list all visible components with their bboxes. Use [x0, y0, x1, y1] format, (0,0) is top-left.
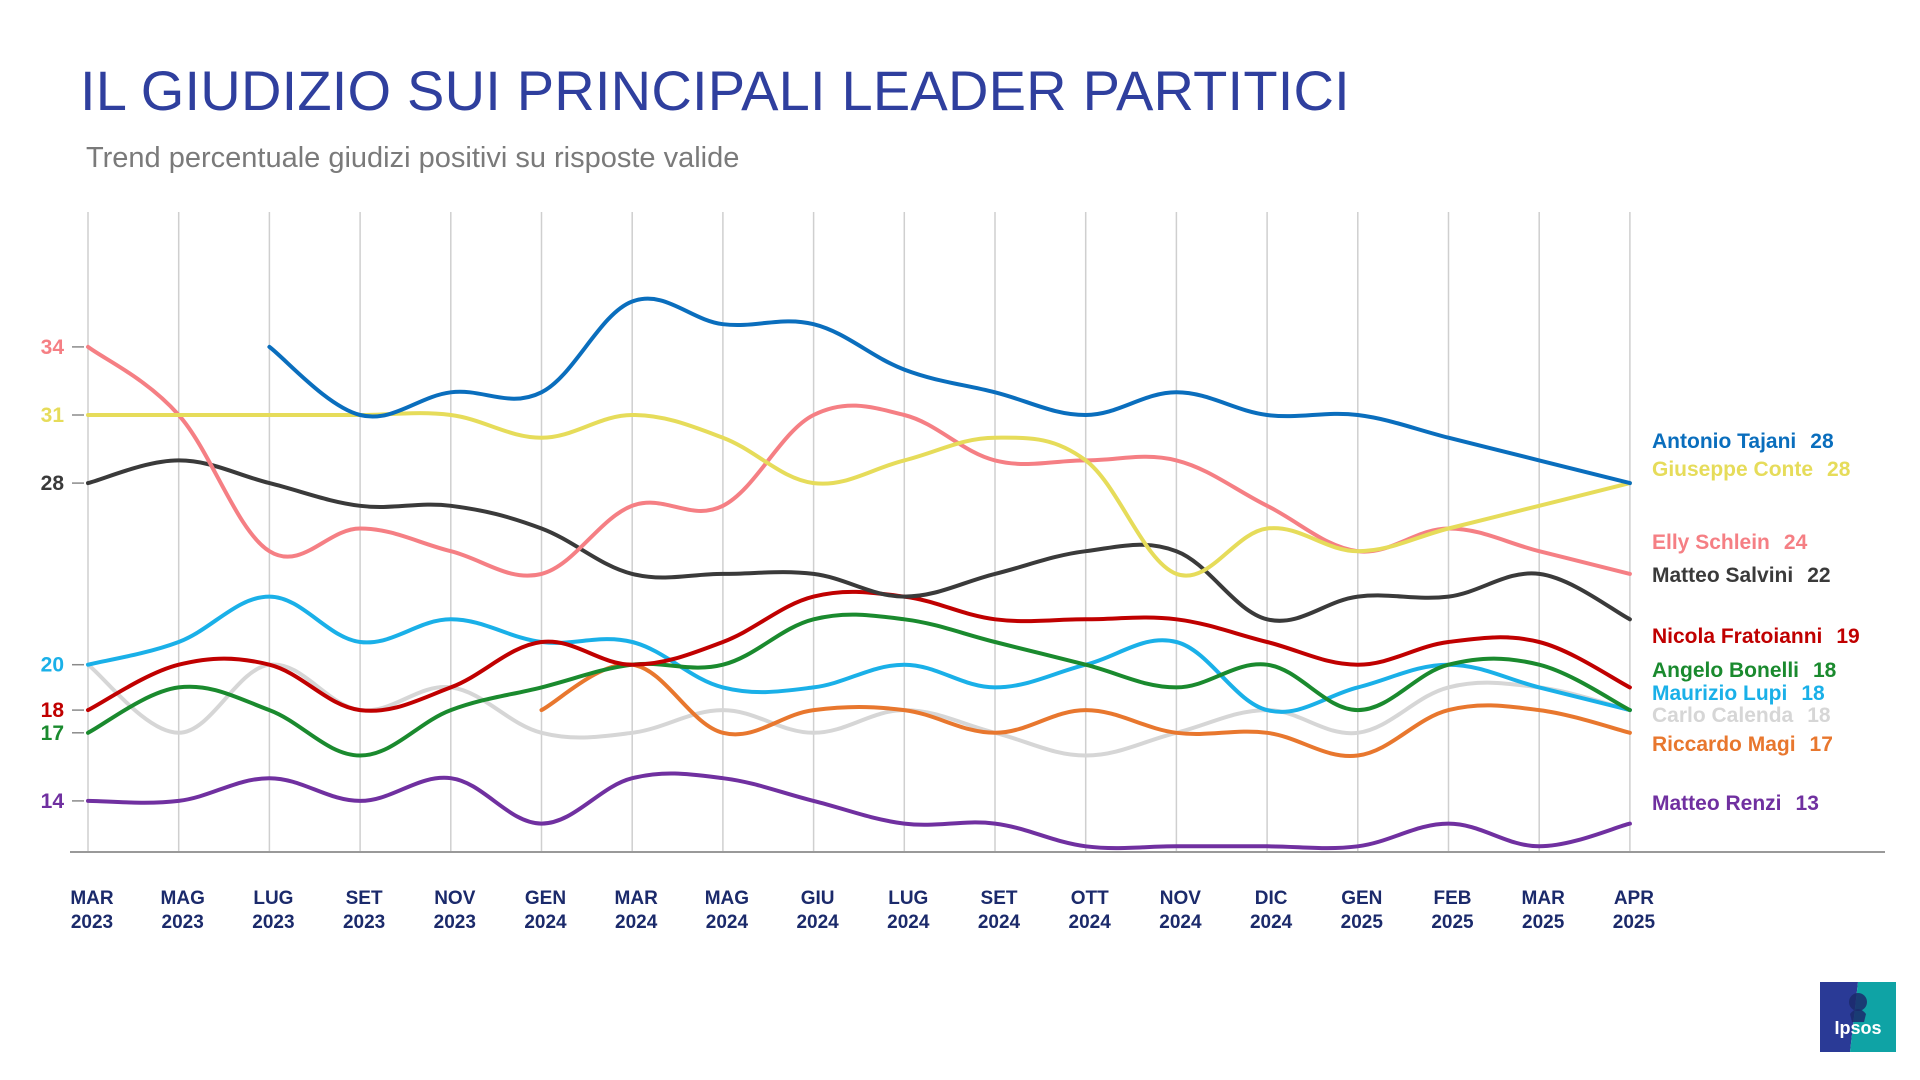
- x-tick-label: SET 2024: [978, 888, 1021, 933]
- end-label-maurizio-lupi: Maurizio Lupi 18: [1652, 682, 1825, 705]
- x-tick-label: MAR 2023: [70, 888, 114, 933]
- series-line-angelo-bonelli: [86, 612, 1632, 758]
- series-line-maurizio-lupi: [86, 594, 1632, 714]
- series-end-labels: Antonio Tajani 28 Giuseppe Conte 28 Elly Sch…: [1652, 430, 1860, 815]
- x-tick-label: GEN 2024: [524, 888, 567, 933]
- y-start-label: 18: [41, 699, 65, 722]
- end-label-riccardo-magi: Riccardo Magi 17: [1652, 733, 1833, 756]
- ipsos-logo: [1820, 982, 1896, 1052]
- series-line-elly-schlein: [86, 344, 1632, 578]
- x-tick-labels: MAR 2023 MAG 2023 LUG 2023 SET 2023 NOV 2023 GEN 20…: [70, 888, 1655, 933]
- end-label-elly-schlein: Elly Schlein 24: [1652, 531, 1808, 554]
- y-start-label: 14: [41, 790, 65, 813]
- chart-grid: [70, 212, 1885, 853]
- logo-text: Ipsos: [1834, 1018, 1882, 1038]
- x-tick-label: DIC 2024: [1250, 888, 1293, 933]
- end-label-nicola-fratoianni: Nicola Fratoianni 19: [1652, 625, 1860, 648]
- end-label-angelo-bonelli: Angelo Bonelli 18: [1652, 659, 1837, 682]
- page-subtitle: Trend percentuale giudizi positivi su ri…: [86, 142, 740, 174]
- y-start-label: 17: [41, 722, 64, 745]
- x-tick-label: NOV 2024: [1159, 888, 1202, 933]
- end-label-matteo-salvini: Matteo Salvini 22: [1652, 564, 1831, 587]
- y-start-label: 20: [41, 654, 64, 677]
- series-line-giuseppe-conte: [86, 411, 1632, 578]
- x-tick-label: LUG 2023: [252, 888, 294, 933]
- x-tick-label: MAG 2023: [161, 888, 205, 933]
- y-start-label: 28: [41, 472, 65, 495]
- series-line-riccardo-magi: [539, 662, 1632, 758]
- series-line-matteo-renzi: [86, 771, 1632, 851]
- x-tick-label: GIU 2024: [796, 888, 839, 933]
- x-tick-label: OTT 2024: [1069, 888, 1112, 933]
- x-tick-label: MAG 2024: [705, 888, 749, 933]
- x-tick-label: NOV 2023: [434, 888, 476, 933]
- x-tick-label: LUG 2024: [887, 888, 930, 933]
- chart-series: [86, 296, 1632, 851]
- page-title: IL GIUDIZIO SUI PRINCIPALI LEADER PARTIT…: [80, 59, 1350, 122]
- x-tick-label: SET 2023: [343, 888, 385, 933]
- end-label-giuseppe-conte: Giuseppe Conte 28: [1652, 458, 1851, 481]
- y-start-label: 31: [41, 404, 65, 427]
- series-line-nicola-fratoianni: [86, 589, 1632, 713]
- end-label-carlo-calenda: Carlo Calenda 18: [1652, 704, 1831, 727]
- series-line-antonio-tajani: [267, 296, 1632, 486]
- x-tick-label: FEB 2025: [1431, 888, 1474, 933]
- x-tick-label: APR 2025: [1613, 888, 1656, 933]
- end-label-antonio-tajani: Antonio Tajani 28: [1652, 430, 1834, 453]
- series-line-matteo-salvini: [86, 458, 1632, 623]
- end-label-matteo-renzi: Matteo Renzi 13: [1652, 792, 1819, 815]
- x-tick-label: GEN 2025: [1341, 888, 1384, 933]
- x-tick-label: MAR 2024: [615, 888, 659, 933]
- y-start-label: 34: [41, 336, 65, 359]
- series-line-carlo-calenda: [86, 662, 1632, 758]
- x-tick-label: MAR 2025: [1522, 888, 1566, 933]
